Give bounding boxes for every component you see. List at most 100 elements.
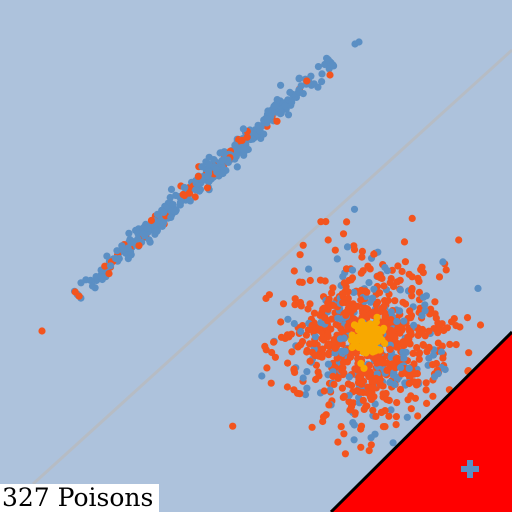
orange-point: [438, 320, 446, 328]
blue-point: [125, 229, 133, 237]
blue-point: [224, 156, 232, 164]
orange-point: [310, 340, 318, 348]
orange-point: [334, 438, 342, 446]
gold-point: [371, 332, 379, 340]
blue-point: [400, 354, 408, 362]
blue-point: [260, 130, 268, 138]
blue-point: [233, 163, 241, 171]
orange-point: [338, 290, 346, 298]
blue-point: [204, 172, 212, 180]
orange-point: [338, 384, 346, 392]
orange-point: [398, 267, 406, 276]
blue-point: [350, 288, 358, 296]
orange-point: [372, 412, 380, 420]
blue-point: [403, 413, 411, 421]
blue-point: [387, 308, 395, 316]
orange-point: [432, 314, 440, 322]
orange-point: [296, 298, 305, 307]
blue-point: [317, 318, 325, 327]
blue-point: [419, 293, 428, 301]
blue-point: [434, 370, 442, 378]
orange-point: [338, 363, 346, 371]
orange-point: [380, 282, 388, 290]
blue-point: [311, 333, 319, 341]
blue-point: [418, 312, 426, 320]
orange-point: [376, 375, 384, 384]
blue-point: [124, 255, 132, 263]
orange-point: [311, 352, 319, 360]
orange-point: [425, 327, 433, 335]
orange-point: [363, 305, 371, 313]
orange-point: [347, 276, 355, 284]
gold-point: [352, 322, 360, 330]
orange-point: [435, 273, 444, 281]
orange-point: [429, 392, 437, 400]
blue-point: [343, 243, 352, 251]
blue-point: [118, 242, 126, 250]
orange-point: [359, 267, 367, 275]
blue-point: [329, 61, 337, 69]
blue-point: [113, 247, 121, 255]
blue-point: [295, 88, 303, 96]
orange-point: [429, 361, 437, 369]
gold-point: [372, 318, 380, 326]
orange-point: [267, 379, 275, 387]
blue-point: [167, 213, 175, 221]
orange-point: [415, 277, 423, 285]
orange-point: [425, 343, 433, 351]
blue-point: [88, 282, 97, 290]
orange-point: [101, 262, 109, 270]
blue-point: [286, 88, 294, 96]
orange-point: [443, 324, 451, 332]
blue-point: [396, 307, 404, 315]
orange-point: [340, 430, 348, 438]
orange-point: [409, 349, 417, 357]
orange-point: [135, 241, 143, 250]
blue-point: [405, 364, 413, 373]
blue-point: [305, 265, 313, 273]
orange-point: [401, 258, 409, 266]
orange-point: [370, 250, 378, 258]
orange-point: [476, 321, 485, 329]
orange-point: [316, 327, 324, 335]
orange-point: [279, 300, 288, 308]
orange-point: [415, 355, 423, 363]
blue-point: [303, 368, 311, 376]
orange-point: [396, 385, 405, 394]
blue-point: [177, 197, 185, 206]
orange-point: [455, 236, 463, 244]
orange-point: [389, 360, 397, 368]
blue-point: [348, 266, 357, 274]
blue-point: [216, 149, 224, 157]
orange-point: [277, 318, 285, 326]
blue-point: [277, 108, 285, 116]
orange-point: [384, 297, 392, 305]
orange-point: [417, 266, 425, 274]
gold-point: [359, 335, 367, 343]
blue-point: [297, 327, 305, 336]
blue-point: [97, 273, 105, 281]
orange-point: [329, 284, 337, 292]
orange-point: [378, 408, 386, 416]
blue-point: [425, 354, 433, 362]
orange-point: [392, 413, 400, 421]
orange-point: [373, 298, 382, 306]
orange-point: [358, 253, 366, 261]
blue-point: [307, 72, 315, 80]
orange-point: [339, 299, 347, 307]
blue-point: [350, 436, 358, 444]
blue-point: [103, 252, 111, 260]
orange-point: [342, 311, 350, 319]
orange-point: [357, 286, 365, 294]
blue-point: [314, 83, 322, 91]
orange-point: [263, 364, 271, 372]
orange-point: [387, 326, 395, 334]
orange-point: [423, 399, 431, 407]
orange-point: [446, 340, 454, 348]
orange-point: [378, 381, 386, 389]
orange-point: [396, 324, 404, 333]
blue-point: [172, 206, 180, 214]
orange-point: [290, 386, 298, 394]
orange-point: [194, 172, 202, 180]
